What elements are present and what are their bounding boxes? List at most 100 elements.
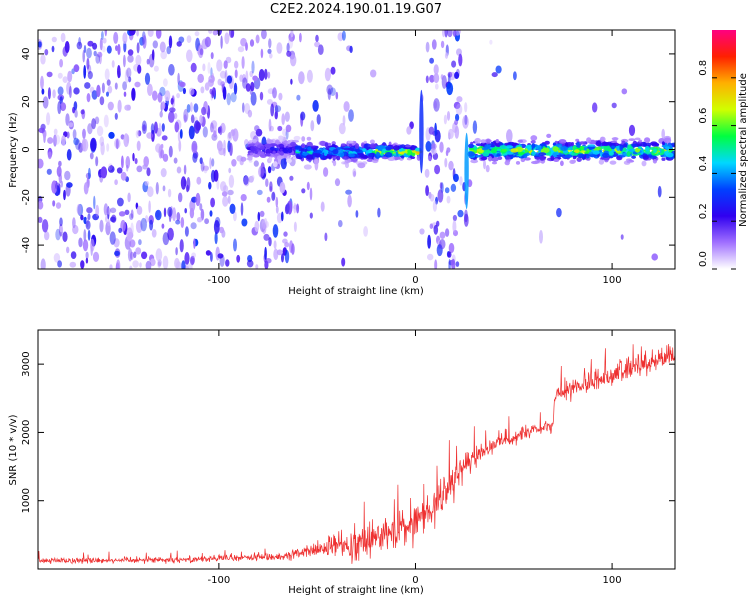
heatmap-cell (158, 122, 162, 135)
heatmap-cell (602, 152, 610, 158)
heatmap-cell (463, 213, 469, 227)
heatmap-cell (226, 75, 233, 84)
heatmap-cell (268, 139, 274, 143)
heatmap-cell (136, 140, 141, 151)
heatmap-cell (167, 188, 172, 198)
heatmap-cell (127, 248, 133, 262)
heatmap-cell (131, 87, 136, 101)
heatmap-cell (141, 251, 148, 260)
heatmap-cell (38, 216, 43, 223)
heatmap-cell (82, 239, 89, 252)
heatmap-cell (640, 149, 644, 155)
heatmap-cell (266, 149, 272, 154)
heatmap-cell (290, 141, 297, 147)
heatmap-cell (213, 169, 219, 182)
heatmap-cell (76, 41, 83, 50)
heatmap-cell (592, 150, 600, 155)
heatmap-cell (448, 160, 454, 171)
heatmap-cell (482, 152, 490, 157)
heatmap-cell (326, 84, 334, 95)
heatmap-cell (457, 209, 464, 218)
heatmap-cell (626, 151, 631, 157)
heatmap-cell (168, 145, 173, 158)
heatmap-cell (394, 156, 401, 160)
heatmap-cell (234, 60, 239, 69)
heatmap-cell (134, 81, 141, 88)
heatmap-cell (448, 258, 451, 269)
heatmap-cell (151, 229, 157, 238)
heatmap-cell (294, 145, 301, 150)
heatmap-cell (342, 115, 346, 126)
heatmap-cell (628, 148, 635, 153)
heatmap-cell (211, 90, 214, 99)
heatmap-cell (306, 69, 313, 83)
heatmap-cell (588, 146, 593, 151)
heatmap-cell (455, 113, 460, 122)
spectrogram-x-label: Height of straight line (km) (288, 286, 424, 297)
heatmap-cell (330, 66, 336, 75)
heatmap-cell (60, 102, 67, 112)
heatmap-cell (73, 64, 80, 73)
heatmap-cell (289, 175, 294, 181)
heatmap-cell (248, 175, 254, 183)
heatmap-cell (455, 103, 463, 115)
heatmap-cell (273, 240, 277, 250)
heatmap-cell (552, 146, 559, 152)
heatmap-cell (342, 156, 349, 160)
heatmap-cell (145, 260, 152, 269)
colorbar-ticks: 0.0 0.2 0.4 0.6 0.8 (698, 60, 736, 270)
snr-y-ticks: 1000 2000 3000 (21, 351, 675, 513)
heatmap-cell (261, 30, 267, 40)
heatmap-cell (447, 251, 452, 258)
heatmap-cell (240, 37, 247, 47)
heatmap-cell (267, 71, 271, 79)
colorbar-tick-label: 0.8 (698, 60, 709, 76)
heatmap-cell (255, 34, 260, 44)
heatmap-cell (506, 129, 513, 143)
chart-title: C2E2.2024.190.01.19.G07 (269, 2, 443, 17)
heatmap-cell (265, 178, 269, 187)
heatmap-cell (111, 60, 115, 68)
heatmap-cell (86, 207, 93, 214)
heatmap-cell (117, 197, 124, 207)
heatmap-cell (55, 202, 62, 209)
heatmap-cell (103, 203, 109, 216)
heatmap-cell (247, 109, 253, 118)
heatmap-cell (324, 142, 329, 148)
heatmap-cell (83, 45, 87, 54)
heatmap-cell (552, 142, 557, 146)
heatmap-cell (83, 229, 87, 242)
heatmap-cell (444, 52, 449, 59)
heatmap-cell (264, 68, 268, 80)
heatmap-cell (296, 94, 301, 101)
heatmap-cell (250, 145, 258, 151)
heatmap-cell (293, 202, 297, 214)
heatmap-cell (537, 146, 542, 152)
heatmap-cell (480, 156, 488, 161)
heatmap-cell (116, 167, 123, 174)
heatmap-cell (241, 218, 248, 227)
heatmap-cell (467, 151, 475, 157)
heatmap-cell (102, 37, 107, 44)
heatmap-cell (251, 60, 255, 74)
heatmap-cell (162, 232, 170, 246)
x-tick-label: 0 (412, 275, 418, 286)
heatmap-cell (595, 140, 602, 147)
heatmap-cell (546, 133, 552, 138)
heatmap-cell (53, 128, 58, 135)
heatmap-cell (104, 68, 110, 81)
heatmap-cell (259, 91, 264, 101)
heatmap-cell (46, 71, 53, 78)
heatmap-cell (600, 136, 606, 142)
heatmap-cell (398, 151, 405, 155)
heatmap-cell (254, 125, 260, 132)
heatmap-cell (124, 69, 129, 84)
heatmap-cell (148, 200, 151, 213)
heatmap-cell (621, 88, 628, 95)
heatmap-cell (268, 118, 272, 132)
heatmap-cell (86, 47, 92, 59)
heatmap-cell (186, 35, 192, 43)
heatmap-cell (299, 32, 302, 43)
heatmap-cell (101, 82, 105, 94)
x-tick-label: 0 (412, 575, 418, 586)
